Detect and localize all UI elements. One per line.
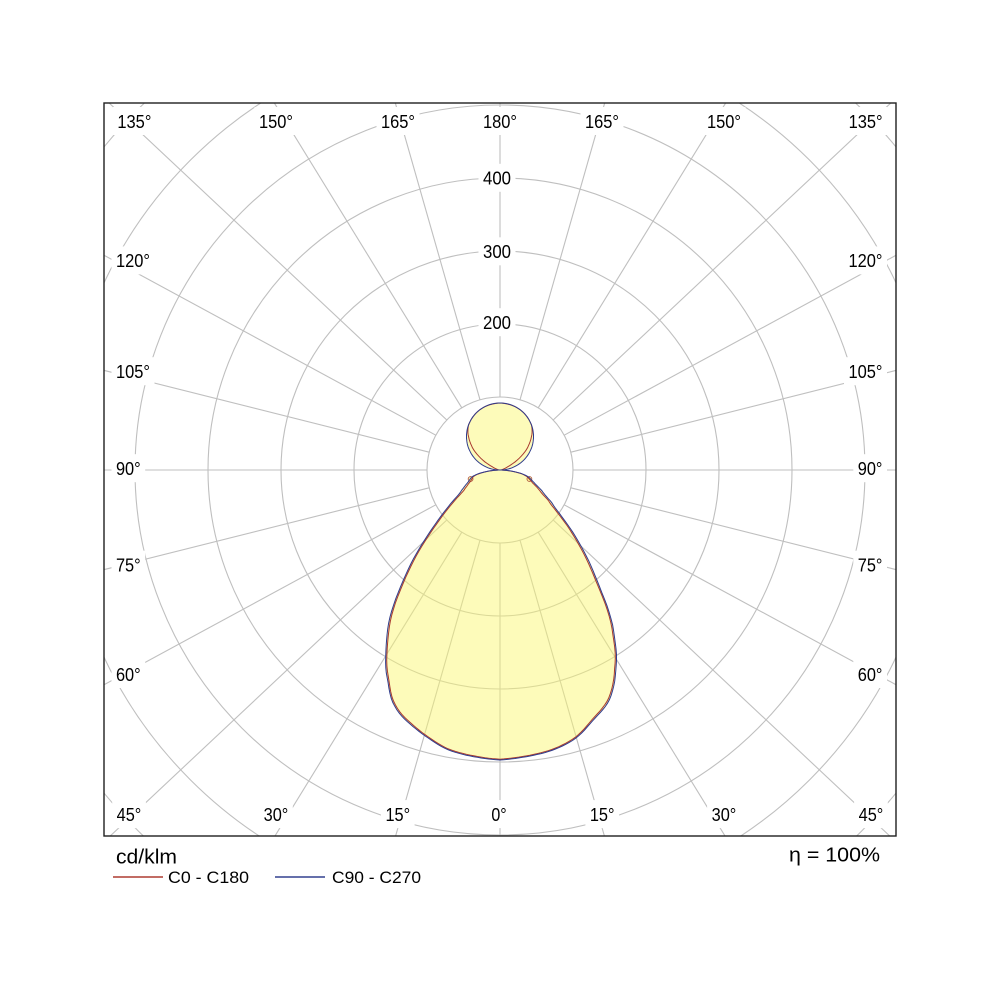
svg-text:180°: 180° bbox=[483, 112, 517, 132]
svg-text:30°: 30° bbox=[712, 805, 737, 825]
svg-text:120°: 120° bbox=[849, 251, 883, 271]
svg-text:165°: 165° bbox=[585, 112, 619, 132]
svg-text:15°: 15° bbox=[590, 805, 615, 825]
svg-text:45°: 45° bbox=[117, 805, 142, 825]
svg-text:400: 400 bbox=[483, 169, 511, 189]
svg-text:150°: 150° bbox=[707, 112, 741, 132]
svg-text:15°: 15° bbox=[385, 805, 410, 825]
svg-text:60°: 60° bbox=[858, 665, 883, 685]
svg-text:45°: 45° bbox=[859, 805, 884, 825]
svg-text:75°: 75° bbox=[116, 556, 141, 576]
svg-text:135°: 135° bbox=[117, 112, 151, 132]
svg-text:30°: 30° bbox=[264, 805, 289, 825]
svg-text:cd/klm: cd/klm bbox=[116, 847, 177, 869]
svg-text:90°: 90° bbox=[116, 459, 141, 479]
svg-text:90°: 90° bbox=[858, 459, 883, 479]
svg-text:60°: 60° bbox=[116, 665, 141, 685]
svg-text:135°: 135° bbox=[849, 112, 883, 132]
svg-text:η = 100%: η = 100% bbox=[789, 844, 880, 867]
svg-text:300: 300 bbox=[483, 242, 511, 262]
svg-text:120°: 120° bbox=[116, 251, 150, 271]
svg-text:C0 - C180: C0 - C180 bbox=[168, 869, 249, 887]
svg-text:0°: 0° bbox=[491, 805, 506, 825]
svg-text:105°: 105° bbox=[116, 362, 150, 382]
svg-text:105°: 105° bbox=[849, 362, 883, 382]
svg-text:C90 - C270: C90 - C270 bbox=[332, 869, 421, 887]
svg-text:200: 200 bbox=[483, 313, 511, 333]
svg-text:75°: 75° bbox=[858, 556, 883, 576]
svg-text:150°: 150° bbox=[259, 112, 293, 132]
svg-text:165°: 165° bbox=[381, 112, 415, 132]
